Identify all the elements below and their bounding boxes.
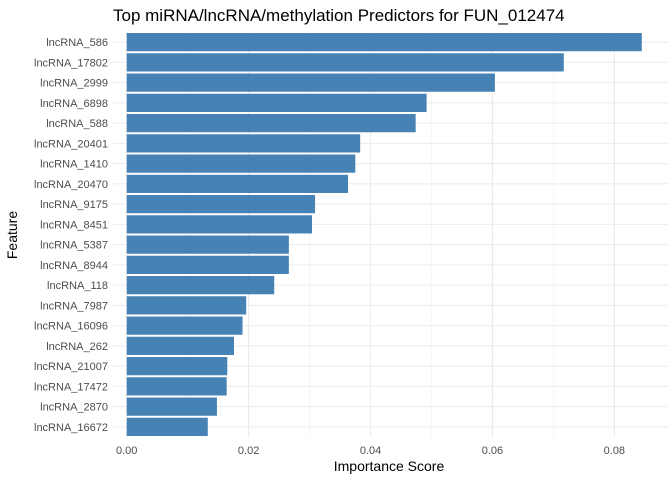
x-tick-labels: 0.00 0.02 0.04 0.06 0.08 <box>116 445 625 457</box>
y-tick-label: lncRNA_16672 <box>34 422 108 434</box>
bar <box>126 235 289 254</box>
y-tick-label: lncRNA_9175 <box>40 199 108 211</box>
x-tick-label: 0.08 <box>604 445 625 457</box>
x-axis-title: Importance Score <box>334 458 445 474</box>
bar <box>126 255 289 274</box>
bar <box>126 93 427 112</box>
y-tick-label: lncRNA_16096 <box>34 321 108 333</box>
y-tick-label: lncRNA_21007 <box>34 361 108 373</box>
bar <box>126 296 247 315</box>
chart-title: Top miRNA/lncRNA/methylation Predictors … <box>113 6 565 25</box>
y-tick-label: lncRNA_588 <box>46 118 108 130</box>
y-tick-label: lncRNA_8451 <box>40 219 108 231</box>
y-tick-label: lncRNA_8944 <box>40 260 108 272</box>
bar <box>126 154 356 173</box>
y-tick-label: lncRNA_118 <box>47 280 108 292</box>
y-tick-label: lncRNA_2999 <box>40 78 108 90</box>
y-tick-label: lncRNA_1410 <box>40 159 108 171</box>
y-tick-label: lncRNA_5387 <box>40 240 108 252</box>
bars <box>126 33 642 436</box>
y-tick-label: lncRNA_2870 <box>40 402 108 414</box>
y-tick-label: lncRNA_7987 <box>40 300 108 312</box>
x-tick-label: 0.06 <box>482 445 503 457</box>
bar <box>126 215 313 234</box>
y-tick-label: lncRNA_20470 <box>34 179 108 191</box>
y-tick-label: lncRNA_6898 <box>40 98 108 110</box>
y-axis-title: Feature <box>4 211 20 259</box>
bar <box>126 174 348 193</box>
gridlines <box>113 32 668 437</box>
x-tick-label: 0.04 <box>360 445 381 457</box>
bar <box>126 53 564 72</box>
bar <box>126 316 243 335</box>
bar <box>126 417 208 436</box>
bar <box>126 73 495 92</box>
bar <box>126 336 234 355</box>
bar <box>126 134 361 153</box>
bar <box>126 377 227 396</box>
x-tick-label: 0.00 <box>116 445 137 457</box>
bar <box>126 114 416 133</box>
y-tick-label: lncRNA_17472 <box>34 381 108 393</box>
y-tick-label: lncRNA_20401 <box>34 138 108 150</box>
y-tick-label: lncRNA_262 <box>46 341 108 353</box>
bar <box>126 33 642 52</box>
y-tick-label: lncRNA_17802 <box>34 57 108 69</box>
bar <box>126 397 217 416</box>
x-tick-label: 0.02 <box>238 445 259 457</box>
bar <box>126 276 275 295</box>
bar <box>126 357 228 376</box>
y-tick-labels: lncRNA_586 lncRNA_17802 lncRNA_2999 lncRNA_… <box>34 37 108 434</box>
y-tick-label: lncRNA_586 <box>46 37 108 49</box>
bar <box>126 195 316 214</box>
